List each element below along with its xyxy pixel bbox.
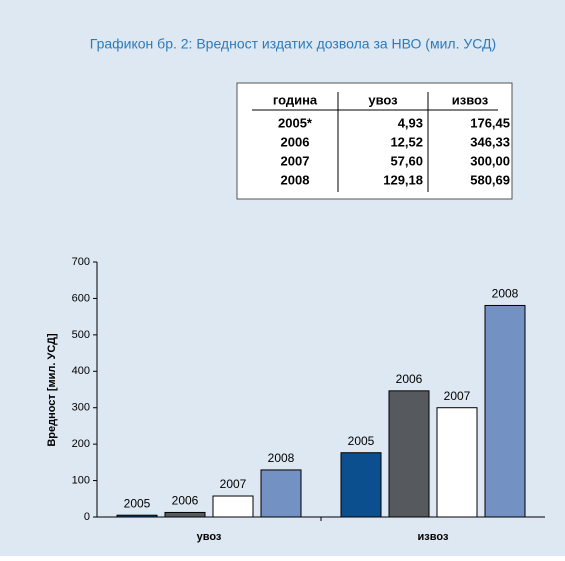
bar-label: 2007 [220, 477, 247, 491]
y-tick-label: 700 [72, 256, 90, 268]
y-axis-label: Вредност [мил. УСД] [46, 333, 58, 447]
y-tick-label: 600 [72, 292, 90, 304]
y-tick-label: 100 [72, 474, 90, 486]
x-tick-label: извоз [418, 531, 449, 543]
y-tick-label: 300 [72, 402, 90, 414]
table-cell: 580,69 [470, 172, 510, 187]
bar [212, 495, 254, 518]
bar [116, 514, 158, 518]
bar [260, 469, 302, 518]
y-tick-label: 200 [72, 438, 90, 450]
y-tick-label: 0 [84, 511, 90, 523]
y-tick-label: 400 [72, 365, 90, 377]
bar-label: 2005 [124, 496, 151, 510]
table-cell: 2008 [281, 172, 310, 187]
chart-title: Графикон бр. 2: Вредност издатих дозвола… [90, 36, 496, 52]
table-cell: 2005* [278, 115, 313, 130]
table-cell: 176,45 [470, 115, 510, 130]
table-cell: 2006 [281, 134, 310, 149]
table-cell: 300,00 [470, 153, 510, 168]
table-header: година [273, 92, 318, 107]
bar-label: 2006 [172, 494, 199, 508]
table-cell: 4,93 [398, 115, 423, 130]
bar [484, 304, 526, 518]
bar-label: 2006 [396, 372, 423, 386]
table-cell: 12,52 [390, 134, 423, 149]
table-box [236, 82, 513, 200]
bar-label: 2005 [348, 434, 375, 448]
bar [388, 390, 430, 518]
table-cell: 129,18 [383, 172, 423, 187]
bar-label: 2007 [444, 389, 471, 403]
bar [436, 407, 478, 518]
bar-label: 2008 [492, 287, 519, 301]
table-cell: 2007 [281, 153, 310, 168]
x-tick-label: увоз [197, 531, 222, 543]
table-cell: 57,60 [390, 153, 423, 168]
table-cell: 346,33 [470, 134, 510, 149]
bar [340, 452, 382, 518]
table-header: извоз [452, 92, 489, 107]
bar-label: 2008 [268, 451, 295, 465]
bar [164, 511, 206, 518]
y-tick-label: 500 [72, 329, 90, 341]
table-header: увоз [368, 92, 398, 107]
